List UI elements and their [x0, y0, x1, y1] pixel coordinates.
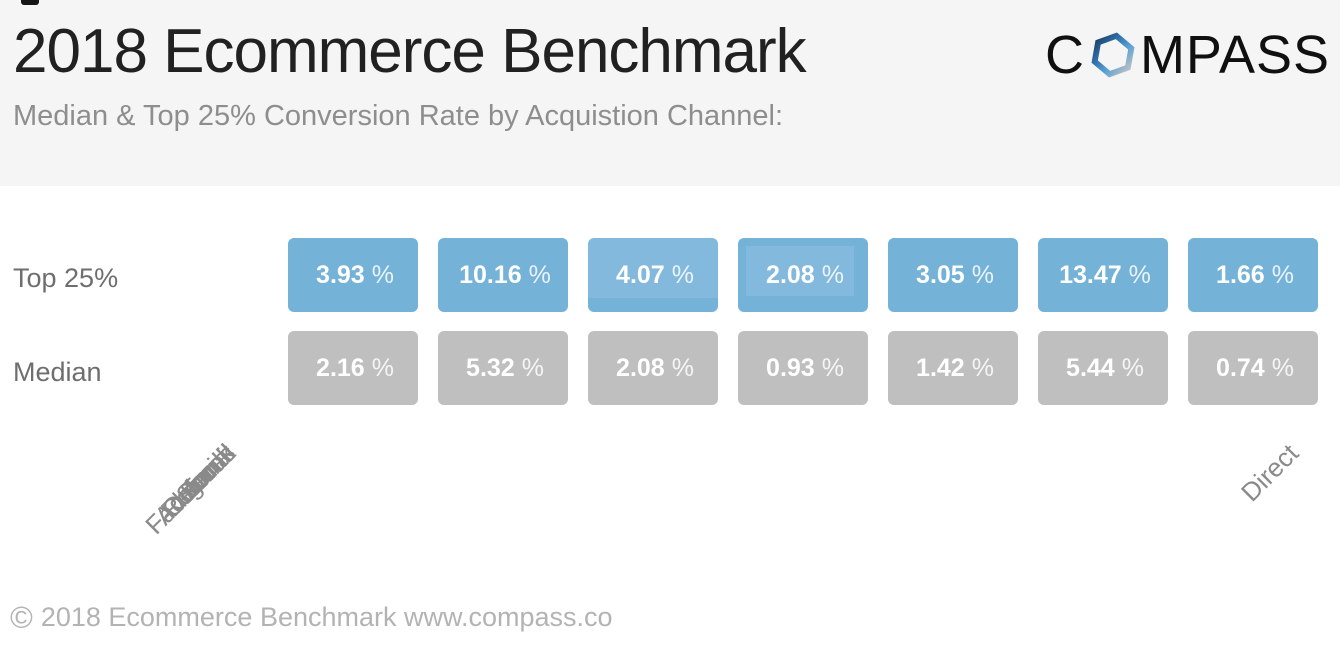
percent-sign: %	[821, 353, 844, 382]
logo-text-suffix: MPASS	[1139, 25, 1330, 85]
percent-sign: %	[671, 260, 694, 289]
bar-value: 5.32	[466, 353, 515, 382]
percent-sign: %	[671, 353, 694, 382]
bar-top25-social: 1.66%	[1188, 238, 1318, 312]
bar-value: 1.42	[916, 353, 965, 382]
bar-value: 0.93	[766, 353, 815, 382]
percent-sign: %	[971, 260, 994, 289]
bar-top25-referral: 13.47%	[1038, 238, 1168, 312]
bar-top25-direct: 3.93%	[288, 238, 418, 312]
percent-sign: %	[1271, 260, 1294, 289]
bar-row-top25: 3.93% 10.16% 4.07% 2.08% 3.05% 13.47% 1.…	[288, 238, 1318, 312]
bar-median-referral: 5.44%	[1038, 331, 1168, 405]
category-label-social: Social	[169, 438, 242, 510]
bar-value: 10.16	[459, 260, 522, 289]
bar-value: 3.05	[916, 260, 965, 289]
bar-top25-email: 10.16%	[438, 238, 568, 312]
bar-median-facebook: 0.93%	[738, 331, 868, 405]
bar-value: 2.08	[616, 353, 665, 382]
header: 2018 Ecommerce Benchmark Median & Top 25…	[0, 0, 1340, 186]
bar-value: 1.66	[1216, 260, 1265, 289]
percent-sign: %	[371, 353, 394, 382]
bar-row-median: 2.16% 5.32% 2.08% 0.93% 1.42% 5.44% 0.74…	[288, 331, 1318, 405]
series-label-median: Median	[13, 357, 102, 387]
bar-median-email: 5.32%	[438, 331, 568, 405]
page-subtitle: Median & Top 25% Conversion Rate by Acqu…	[13, 100, 784, 132]
percent-sign: %	[821, 260, 844, 289]
bar-top25-adwords: 3.05%	[888, 238, 1018, 312]
bar-value: 5.44	[1066, 353, 1115, 382]
percent-sign: %	[371, 260, 394, 289]
footer-text: 2018 Ecommerce Benchmark www.compass.co	[40, 602, 613, 632]
logo-text-prefix: C	[1044, 25, 1085, 85]
bar-value: 0.74	[1216, 353, 1265, 382]
bar-median-social: 0.74%	[1188, 331, 1318, 405]
percent-sign: %	[1121, 353, 1144, 382]
footer-copyright: © 2018 Ecommerce Benchmark www.compass.c…	[10, 602, 613, 633]
bar-value: 2.16	[316, 353, 365, 382]
bar-value: 13.47	[1059, 260, 1122, 289]
percent-sign: %	[528, 260, 551, 289]
bar-value: 2.08	[766, 260, 815, 289]
copyright-icon: ©	[10, 600, 33, 635]
bar-median-direct: 2.16%	[288, 331, 418, 405]
bar-top25-facebook: 2.08%	[738, 238, 868, 312]
compass-logo: C MPASS	[1045, 24, 1330, 86]
percent-sign: %	[971, 353, 994, 382]
category-label-direct: Direct	[1234, 438, 1305, 508]
percent-sign: %	[521, 353, 544, 382]
percent-sign: %	[1271, 353, 1294, 382]
bar-value: 3.93	[316, 260, 365, 289]
compass-hexagon-icon	[1087, 29, 1139, 81]
percent-sign: %	[1128, 260, 1151, 289]
bar-median-adwords: 1.42%	[888, 331, 1018, 405]
bar-median-organic: 2.08%	[588, 331, 718, 405]
bar-top25-organic: 4.07%	[588, 238, 718, 312]
series-label-top25: Top 25%	[13, 263, 119, 293]
bar-value: 4.07	[616, 260, 665, 289]
page-title: 2018 Ecommerce Benchmark	[13, 17, 807, 86]
cropped-ui-artifact	[21, 0, 39, 5]
